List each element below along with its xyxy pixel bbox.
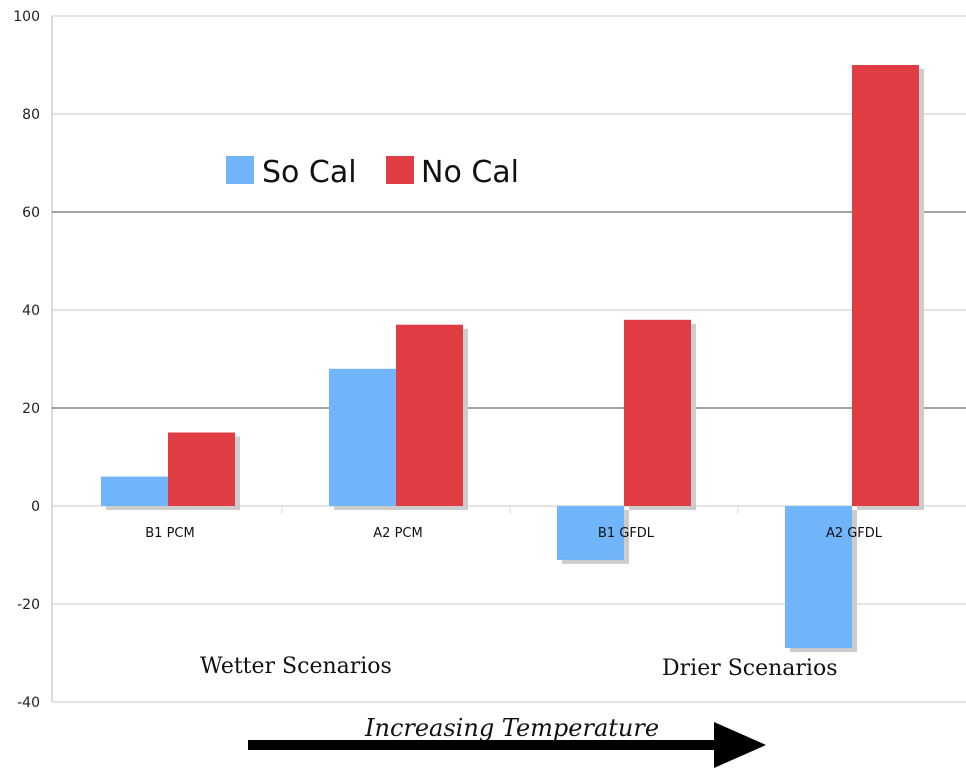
legend-swatch-so-cal [226, 156, 254, 184]
arrow-shaft [248, 740, 720, 750]
bar-so-cal-a2-pcm [329, 368, 396, 506]
bar-no-cal-b1-pcm [168, 432, 235, 506]
bar-no-cal-a2-gfdl [852, 65, 919, 506]
category-label-a2-gfdl: A2 GFDL [826, 526, 883, 541]
bar-no-cal-a2-pcm [396, 324, 463, 506]
annotation-drier-scenarios: Drier Scenarios [662, 656, 838, 681]
legend-swatch-no-cal [386, 156, 414, 184]
legend: So Cal No Cal [226, 155, 519, 190]
category-label-b1-gfdl: B1 GFDL [598, 526, 655, 541]
y-tick-label: -20 [17, 597, 40, 613]
legend-label-no-cal: No Cal [421, 155, 519, 190]
annotation-increasing-temperature: Increasing Temperature [364, 714, 659, 742]
bar-so-cal-a2-gfdl [785, 506, 852, 649]
y-tick-label: -40 [17, 695, 40, 711]
y-tick-label: 40 [22, 303, 40, 319]
y-tick-label: 0 [31, 499, 40, 515]
bar-so-cal-b1-pcm [101, 476, 168, 506]
annotation-wetter-scenarios: Wetter Scenarios [200, 654, 392, 679]
temperature-arrow [248, 722, 766, 768]
bar-no-cal-b1-gfdl [624, 319, 691, 506]
y-tick-label: 100 [13, 9, 40, 25]
y-axis-ticks: -40 -20 0 20 40 60 80 100 [13, 9, 40, 711]
category-labels: B1 PCM A2 PCM B1 GFDL A2 GFDL [145, 526, 883, 541]
bars [101, 65, 924, 653]
arrow-head [714, 722, 766, 768]
y-tick-label: 80 [22, 107, 40, 123]
y-tick-label: 60 [22, 205, 40, 221]
category-label-a2-pcm: A2 PCM [373, 526, 422, 541]
bar-so-cal-b1-gfdl [557, 506, 624, 560]
category-label-b1-pcm: B1 PCM [145, 526, 194, 541]
legend-label-so-cal: So Cal [262, 155, 357, 190]
y-tick-label: 20 [22, 401, 40, 417]
